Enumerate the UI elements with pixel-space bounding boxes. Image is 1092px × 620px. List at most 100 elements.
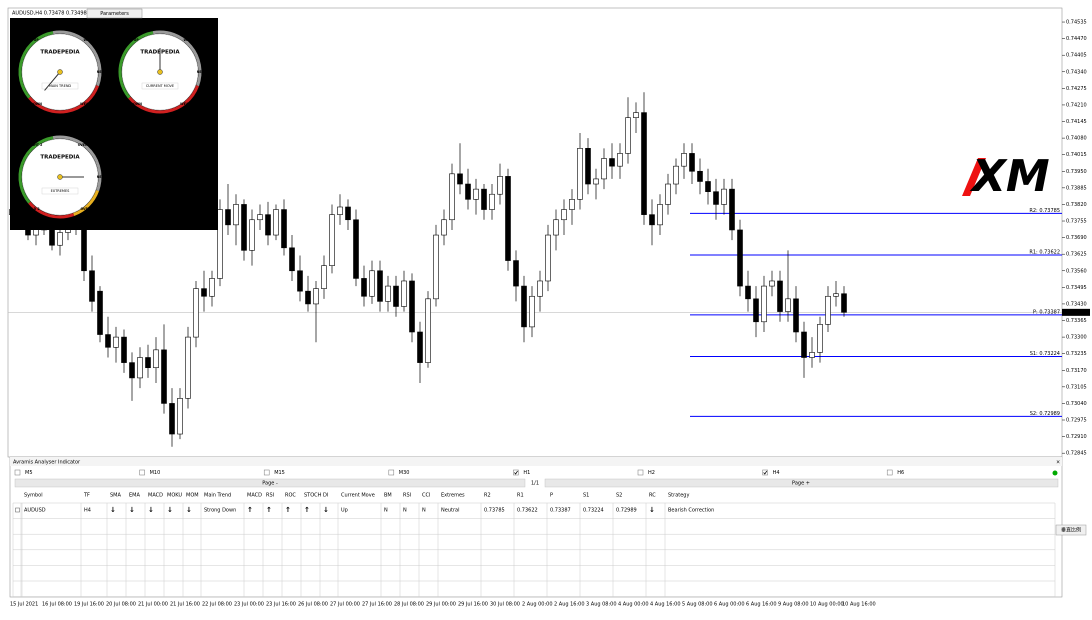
candle-body (633, 112, 639, 118)
page-prev-label[interactable]: Page - (262, 481, 278, 487)
gauge-arc (52, 30, 102, 87)
candle-body (777, 280, 783, 312)
column-header: MACD (247, 493, 262, 499)
candle-body (105, 334, 111, 348)
x-tick-label: 20 Jul 08:00 (106, 602, 136, 608)
candle-body (249, 219, 255, 251)
column-header: Extremes (441, 493, 465, 499)
expand-toggle[interactable] (15, 507, 20, 513)
timeframe-label[interactable]: H6 (897, 470, 904, 476)
gauge-title: EXTREMES (51, 189, 71, 193)
timeframe-checkbox[interactable] (388, 469, 395, 476)
candle-body (201, 288, 207, 297)
y-tick-label: 0.73950 (1066, 169, 1087, 175)
table-cell: H4 (84, 508, 91, 514)
column-header: CCI (422, 493, 430, 499)
column-header: S1 (583, 493, 589, 499)
timeframe-label[interactable]: M5 (25, 470, 33, 476)
candle-body (129, 362, 135, 379)
scale-button-label[interactable]: 垂直比例 (1061, 527, 1081, 534)
y-tick-label: 0.73040 (1066, 401, 1087, 407)
timeframe-checkbox[interactable] (637, 469, 644, 476)
scale-button[interactable] (1055, 524, 1087, 536)
candle-body (353, 219, 359, 279)
candle-body (561, 209, 567, 221)
x-tick-label: 4 Aug 16:00 (650, 602, 681, 608)
gauge-label: NEUTRAL (97, 70, 114, 74)
candle-body (225, 209, 231, 226)
page-prev-button[interactable] (14, 478, 526, 488)
x-tick-label: 16 Jul 08:00 (42, 602, 72, 608)
gauge-panel: TRADEPEDIA MAIN TREND UP WEAK UP NEUTRAL WEAK… (10, 18, 218, 230)
panel-frame (9, 456, 1063, 598)
column-header: P (550, 493, 553, 499)
table-cell: Neutral (441, 508, 459, 514)
page-next-button[interactable] (544, 478, 1059, 488)
table-cell: N (384, 508, 388, 514)
table-cell: ↑ (285, 506, 291, 514)
x-tick-label: 2 Aug 16:00 (554, 602, 585, 608)
timeframe-label[interactable]: H1 (523, 470, 530, 476)
column-header: TF (83, 493, 90, 499)
pivot-summary: S2: 0.72989 (145, 213, 192, 221)
candle-body (537, 280, 543, 297)
timeframe-checkbox[interactable] (14, 469, 21, 476)
y-tick-label: 0.73170 (1066, 368, 1087, 374)
gauge-label: WEAK UP (83, 38, 100, 42)
table-cell: AUDUSD (24, 508, 46, 514)
y-tick-label: 0.73690 (1066, 235, 1087, 241)
candle-body (489, 193, 495, 210)
gauge-label: STRONG DOWN (114, 102, 142, 106)
candle-body (761, 285, 767, 323)
y-tick-label: 0.72910 (1066, 434, 1087, 440)
column-header: RC (649, 493, 656, 499)
gauge-hub (157, 69, 163, 75)
parameters-tab[interactable] (86, 8, 143, 19)
status-dot (1052, 470, 1058, 476)
candle-body (305, 290, 311, 305)
timeframe-checkbox[interactable] (139, 469, 145, 476)
gauge-label: OVERSOLD 1 (80, 207, 103, 211)
column-header: ROC (285, 493, 296, 499)
y-tick-label: 0.72975 (1066, 418, 1087, 424)
candle-body (273, 209, 279, 236)
timeframe-checkbox[interactable] (762, 469, 768, 476)
y-tick-label: 0.73560 (1066, 268, 1087, 274)
candle-body (785, 298, 791, 312)
gauge-label: STRONG UP (18, 38, 40, 42)
timeframe-label[interactable]: M10 (150, 470, 161, 476)
timeframe-checkbox[interactable] (263, 469, 270, 476)
parameters-tab-label[interactable]: Parameters (100, 11, 129, 17)
timeframe-checkbox[interactable] (513, 469, 519, 476)
gauge-arc (18, 136, 54, 204)
symbol-info: AUDUSD,H4 0.73478 0.73498 0.73 (12, 11, 99, 17)
candle-body (721, 188, 727, 205)
close-button[interactable]: × (1056, 460, 1060, 466)
x-tick-label: 3 Aug 08:00 (586, 602, 617, 608)
candle-body (729, 188, 735, 231)
y-tick-label: 0.72845 (1066, 451, 1087, 457)
candle-body (609, 158, 615, 167)
page-next-label[interactable]: Page + (792, 481, 810, 487)
x-tick-label: 29 Jul 00:00 (426, 602, 456, 608)
gauge-label: WEAK DOWN (180, 102, 204, 106)
timeframe-label[interactable]: M15 (274, 470, 285, 476)
candle-body (81, 224, 87, 272)
y-tick-label: 0.73430 (1066, 301, 1087, 307)
gauge-label: OVERSOLD 2 (17, 207, 40, 211)
timeframe-label[interactable]: M30 (399, 470, 410, 476)
x-tick-label: 27 Jul 00:00 (330, 602, 360, 608)
timeframe-checkbox[interactable] (886, 469, 893, 476)
timeframe-label[interactable]: H2 (648, 470, 655, 476)
x-tick-label: 21 Jul 16:00 (170, 602, 200, 608)
column-header: MOKU (167, 493, 182, 499)
gauge-arc (28, 85, 99, 114)
candle-body (89, 270, 95, 302)
timeframe-label[interactable]: H4 (773, 470, 780, 476)
candle-body (465, 183, 471, 200)
y-tick-label: 0.74340 (1066, 69, 1087, 75)
candle-body (433, 234, 439, 300)
y-tick-label: 0.73365 (1066, 318, 1087, 324)
table-cell: N (403, 508, 407, 514)
table-cell: 0.72989 (616, 508, 637, 514)
